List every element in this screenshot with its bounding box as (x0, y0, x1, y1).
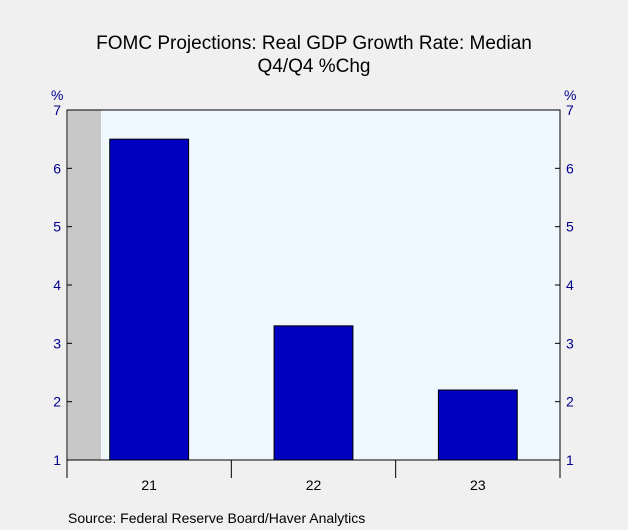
y-tick-label-right-1: 1 (566, 452, 574, 468)
chart-title: FOMC Projections: Real GDP Growth Rate: … (0, 32, 628, 78)
bar-21 (109, 138, 190, 461)
y-tick-label-right-2: 2 (566, 394, 574, 410)
y-tick-label-left-2: 2 (53, 394, 61, 410)
y-tick-label-left-5: 5 (53, 219, 61, 235)
y-tick-label-left-6: 6 (53, 160, 61, 176)
y-tick-label-left-3: 3 (53, 335, 61, 351)
history-shade (68, 110, 101, 460)
y-unit-left: % (51, 87, 63, 103)
y-tick-label-right-4: 4 (566, 277, 574, 293)
bar-22 (273, 325, 354, 461)
y-tick-label-right-7: 7 (566, 102, 574, 118)
y-tick-label-left-1: 1 (53, 452, 61, 468)
y-tick-label-right-5: 5 (566, 219, 574, 235)
x-tick-label-21: 21 (141, 477, 157, 493)
y-tick-label-right-3: 3 (566, 335, 574, 351)
source-note: Source: Federal Reserve Board/Haver Anal… (68, 510, 366, 526)
title-line: FOMC Projections: Real GDP Growth Rate: … (96, 33, 532, 54)
y-tick-label-left-4: 4 (53, 277, 61, 293)
y-tick-label-right-6: 6 (566, 160, 574, 176)
y-tick-label-left-7: 7 (53, 102, 61, 118)
x-tick-label-22: 22 (306, 477, 322, 493)
bar-23 (437, 389, 518, 461)
y-unit-right: % (564, 87, 576, 103)
x-tick-label-23: 23 (470, 477, 486, 493)
subtitle-line: Q4/Q4 %Chg (257, 56, 371, 77)
